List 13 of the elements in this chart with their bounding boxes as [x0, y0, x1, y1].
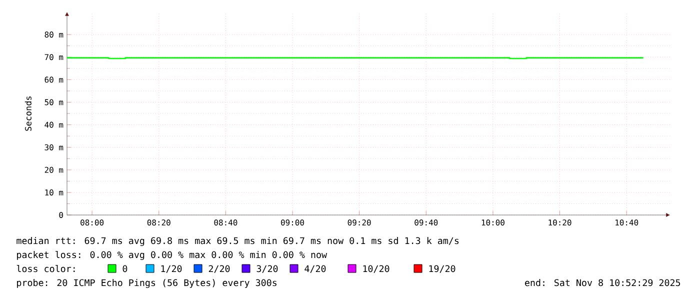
legend-title: loss color:: [16, 264, 75, 272]
text: median rtt: 69.7 ms avg 69.8 ms max 69.5 ms min 69.7 ms now 0.1 ms sd 1.3 k am/s: [16, 237, 459, 246]
text: 10/20: [363, 265, 390, 273]
text: probe: 20 ICMP Echo Pings (56 Bytes) every 300s: [17, 279, 276, 288]
text: 3/20: [256, 265, 278, 273]
text: end: Sat Nov 8 10:52:29 2025: [525, 279, 680, 286]
text: packet loss: 0.00 % avg 0.00 % max 0.00 % min 0.00 % now: [17, 250, 328, 260]
legend-label: 0: [122, 265, 128, 272]
text: 1/20: [161, 265, 182, 273]
y-axis-title: Seconds: [24, 96, 32, 131]
text: 2/20: [208, 265, 230, 273]
text: 19/20: [429, 265, 456, 273]
text: 4/20: [304, 265, 326, 273]
